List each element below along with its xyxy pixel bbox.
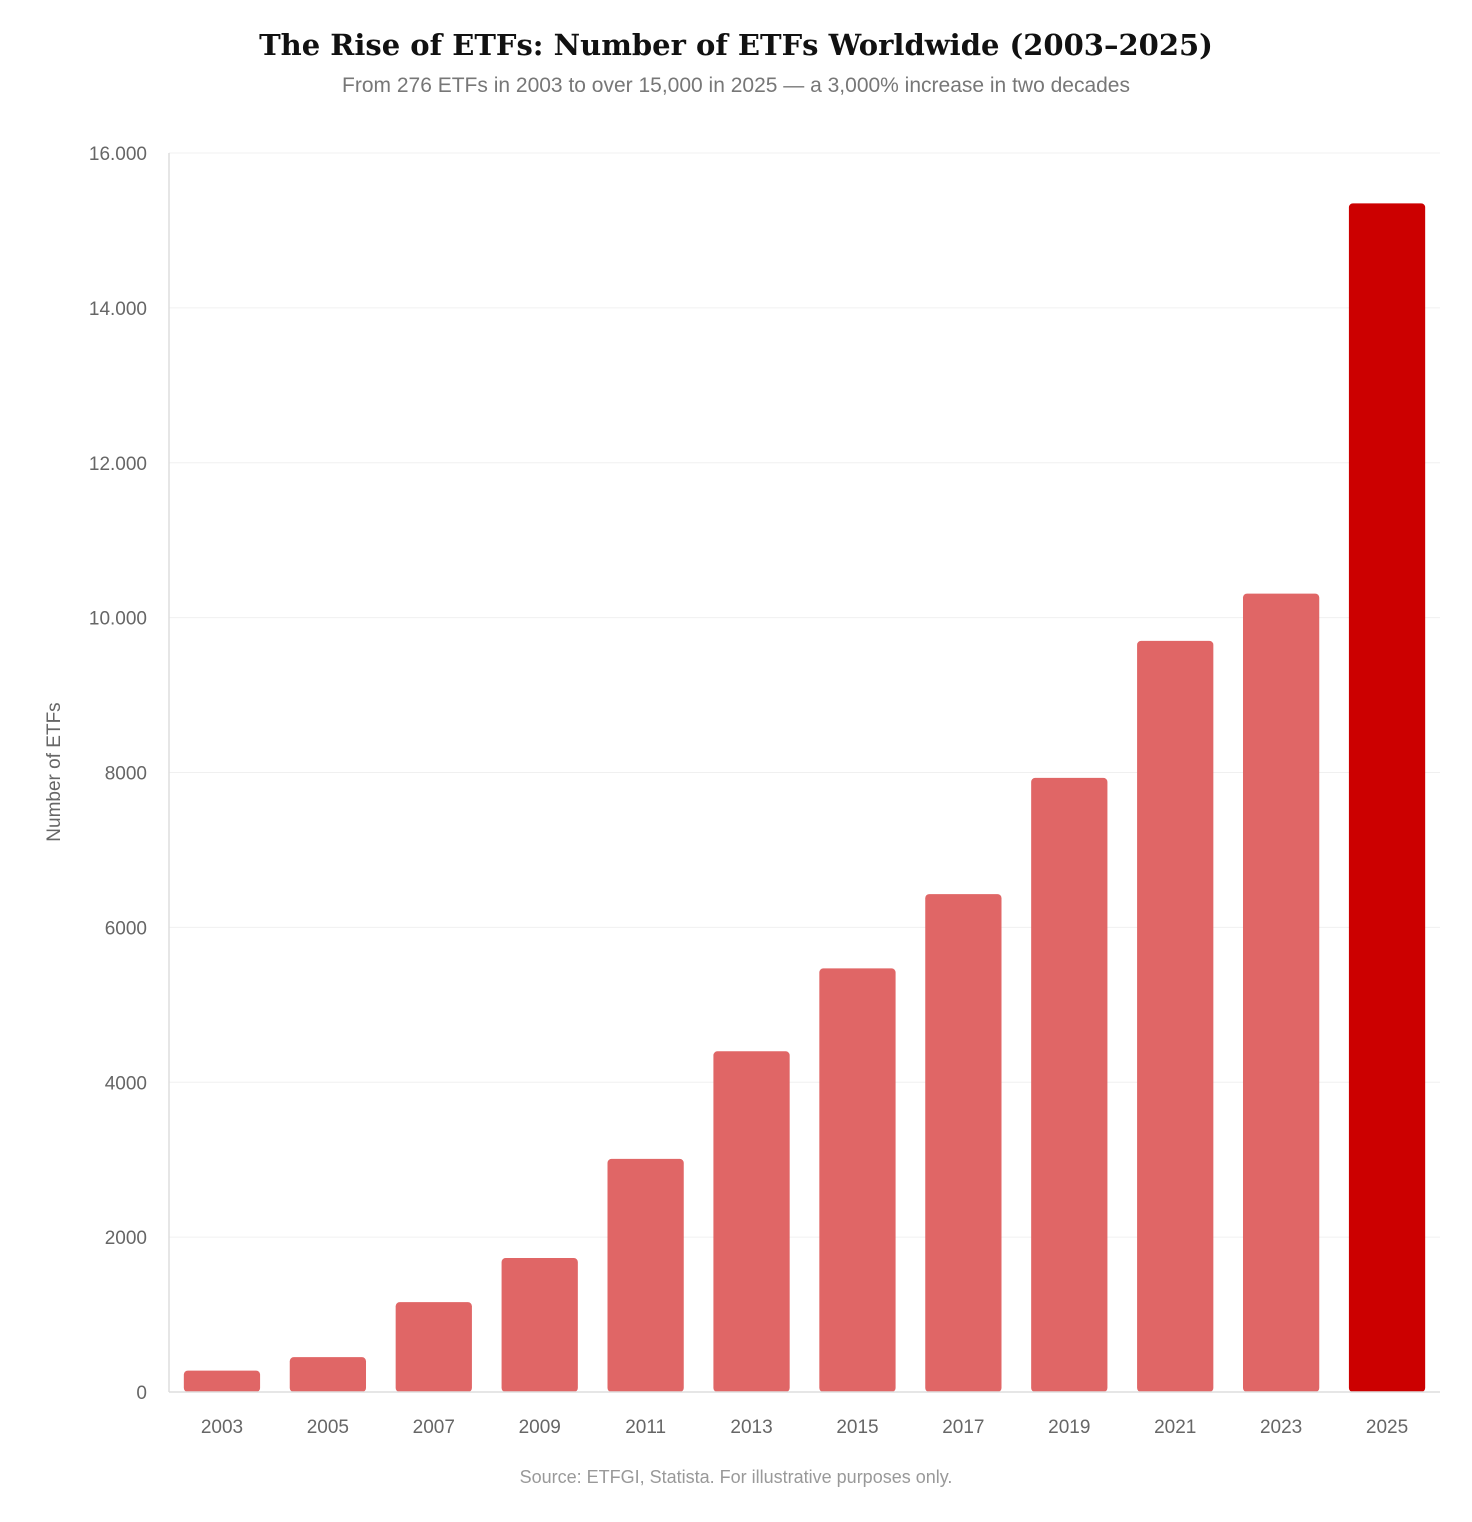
y-tick-label: 10.000 [89,609,147,630]
y-tick-label: 4000 [105,1073,147,1094]
x-tick-label: 2015 [836,1417,878,1438]
bar-2019[interactable] [1031,777,1108,1392]
source-note: Source: ETFGI, Statista. For illustrativ… [519,1467,953,1487]
chart-subtitle: From 276 ETFs in 2003 to over 15,000 in … [342,74,1130,97]
y-axis: 0 2000 4000 6000 8000 10.000 12.000 14.000 16.00… [89,144,170,1404]
y-tick-label: 0 [136,1383,147,1404]
x-tick-label: 2005 [307,1417,349,1438]
x-axis: 2003 2005 2007 2009 2011 2013 2015 2017 2019 2021… [169,1391,1440,1438]
bar-2009[interactable] [501,1258,578,1392]
chart-title: The Rise of ETFs: Number of ETFs Worldwi… [259,28,1213,62]
bar-2023[interactable] [1242,593,1320,1392]
y-tick-label: 8000 [105,764,147,785]
bar-2011[interactable] [607,1158,684,1392]
y-tick-label: 6000 [105,918,147,939]
x-tick-label: 2009 [519,1417,561,1438]
x-tick-label: 2013 [730,1417,772,1438]
x-tick-label: 2017 [942,1417,984,1438]
gridlines [169,152,1440,1238]
y-tick-label: 16.000 [89,144,147,165]
y-tick-label: 14.000 [89,299,147,320]
bar-2005[interactable] [289,1357,367,1392]
x-tick-label: 2023 [1260,1417,1302,1438]
x-tick-label: 2019 [1048,1417,1090,1438]
bar-2015[interactable] [819,968,896,1392]
bar-2003[interactable] [183,1370,261,1392]
x-tick-label: 2025 [1366,1417,1408,1438]
x-tick-label: 2007 [413,1417,455,1438]
x-tick-label: 2011 [625,1417,666,1438]
x-tick-label: 2021 [1154,1417,1196,1438]
bar-2007[interactable] [395,1302,472,1392]
x-tick-label: 2003 [201,1417,243,1438]
bar-2025[interactable] [1348,203,1426,1393]
y-tick-label: 2000 [105,1228,147,1249]
bar-2013[interactable] [713,1051,790,1392]
bars [183,203,1426,1393]
y-axis-title: Number of ETFs [44,702,65,841]
y-tick-label: 12.000 [89,454,147,475]
bar-2021[interactable] [1137,640,1214,1392]
bar-2017[interactable] [925,894,1002,1392]
